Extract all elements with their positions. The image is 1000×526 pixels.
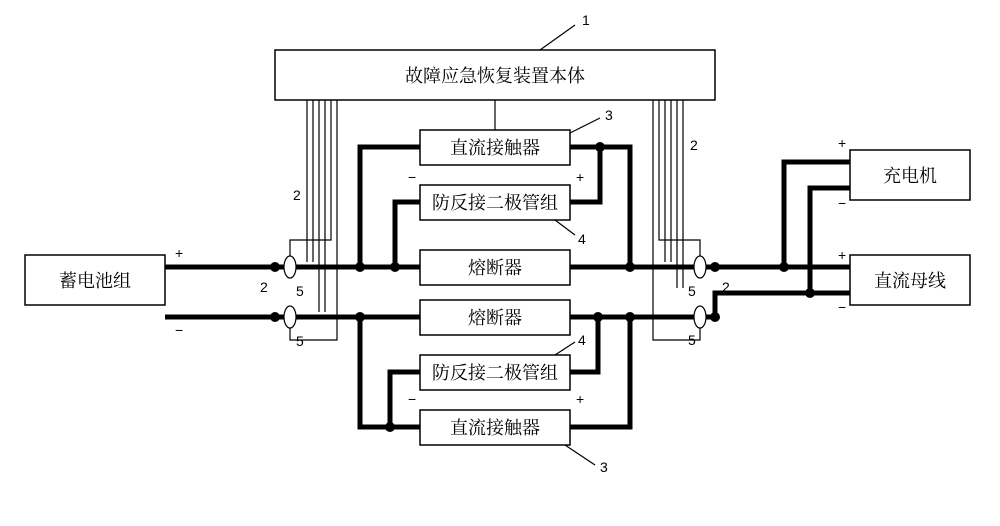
ref-2-lj: 2 (260, 279, 268, 295)
ref-3-bot: 3 (600, 459, 608, 475)
label-batt: 蓄电池组 (59, 267, 131, 293)
node-cont2-r (625, 312, 635, 322)
batt-pos: + (175, 245, 183, 261)
node-diode2-r (593, 312, 603, 322)
node-diode1-r (595, 142, 605, 152)
hall-right-neg (694, 306, 706, 328)
diode1-left: − (408, 169, 416, 185)
ref-5-ln: 5 (296, 333, 304, 349)
label-cont1: 直流接触器 (450, 134, 540, 160)
ref-4-top: 4 (578, 231, 586, 247)
ref-2-rj: 2 (722, 279, 730, 295)
lead-1 (540, 25, 575, 50)
diode1-right: + (576, 169, 584, 185)
box-contactor-bot: 直流接触器 (420, 410, 570, 445)
wire-dcbus-neg (715, 293, 850, 317)
node-cont1-l (355, 262, 365, 272)
node-right-pos (710, 262, 720, 272)
box-contactor-top: 直流接触器 (420, 130, 570, 165)
wire-diode1-left (395, 202, 420, 267)
lead-3t (570, 118, 600, 133)
node-diode1-l (390, 262, 400, 272)
node-right-neg (710, 312, 720, 322)
ref-3-top: 3 (605, 107, 613, 123)
label-main: 故障应急恢复装置本体 (405, 62, 585, 88)
ref-5-rp: 5 (688, 283, 696, 299)
wire-diode1-right (570, 147, 600, 202)
box-charger: 充电机 (850, 150, 970, 200)
label-cont2: 直流接触器 (450, 414, 540, 440)
box-battery: 蓄电池组 (25, 255, 165, 305)
label-diode2: 防反接二极管组 (432, 359, 558, 385)
lead-4b (555, 342, 575, 355)
ref-5-lp: 5 (296, 283, 304, 299)
hall-left-pos (284, 256, 296, 278)
node-left-pos (270, 262, 280, 272)
label-dcbus: 直流母线 (874, 267, 946, 293)
ref-1: 1 (582, 12, 590, 28)
box-fuse-bot: 熔断器 (420, 300, 570, 335)
box-diode-top: 防反接二极管组 (420, 185, 570, 220)
hall-left-neg (284, 306, 296, 328)
diode2-right: + (576, 391, 584, 407)
box-dcbus: 直流母线 (850, 255, 970, 305)
ref-5-rn: 5 (688, 332, 696, 348)
dcbus-pos: + (838, 247, 846, 263)
charger-pos: + (838, 135, 846, 151)
charger-neg: − (838, 195, 846, 211)
label-diode1: 防反接二极管组 (432, 189, 558, 215)
node-left-neg (270, 312, 280, 322)
node-diode2-l (385, 422, 395, 432)
ref-2-right: 2 (690, 137, 698, 153)
ref-4-bot: 4 (578, 332, 586, 348)
box-diode-bot: 防反接二极管组 (420, 355, 570, 390)
hall-right-pos (694, 256, 706, 278)
box-main: 故障应急恢复装置本体 (275, 50, 715, 100)
lead-3b (565, 445, 595, 465)
node-cont2-l (355, 312, 365, 322)
node-cont1-r (625, 262, 635, 272)
label-charger: 充电机 (883, 162, 937, 188)
box-fuse-top: 熔断器 (420, 250, 570, 285)
wire-cont1-left (360, 147, 420, 267)
batt-neg: − (175, 322, 183, 338)
lead-4t (555, 220, 575, 235)
label-fuse2: 熔断器 (468, 304, 522, 330)
node-charger-neg (805, 288, 815, 298)
label-fuse1: 熔断器 (468, 254, 522, 280)
node-charger-pos (779, 262, 789, 272)
ref-2-left: 2 (293, 187, 301, 203)
dcbus-neg: − (838, 299, 846, 315)
diode2-left: − (408, 391, 416, 407)
